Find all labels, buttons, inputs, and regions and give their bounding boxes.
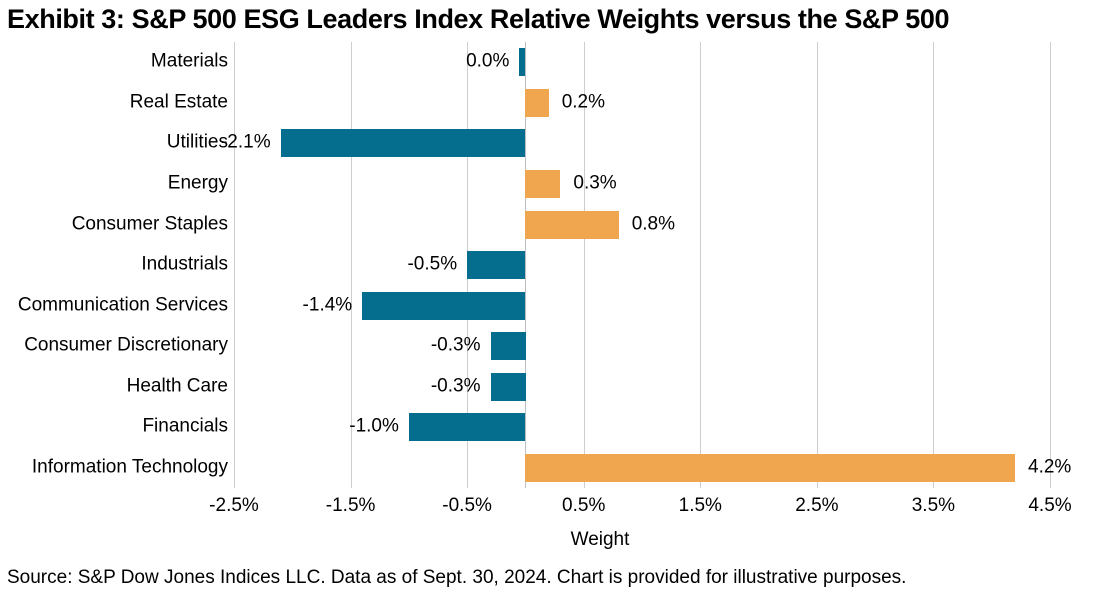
category-label: Real Estate <box>129 91 228 113</box>
gridline <box>350 42 352 488</box>
bar <box>525 88 549 117</box>
bar <box>525 453 1015 482</box>
category-label: Health Care <box>126 375 228 397</box>
value-label: -1.4% <box>302 294 353 316</box>
category-label: Consumer Discretionary <box>24 334 228 356</box>
category-label: Utilities <box>166 131 228 153</box>
chart-title: Exhibit 3: S&P 500 ESG Leaders Index Rel… <box>7 4 950 34</box>
category-label: Consumer Staples <box>71 213 228 235</box>
value-label: 4.2% <box>1028 456 1072 478</box>
source-note: Source: S&P Dow Jones Indices LLC. Data … <box>7 567 907 588</box>
category-label: Financials <box>142 415 228 437</box>
x-tick-label: 3.5% <box>911 495 956 516</box>
value-label: 0.8% <box>631 213 675 235</box>
gridline <box>1050 42 1051 488</box>
category-label: Industrials <box>141 253 228 275</box>
category-label: Communication Services <box>17 294 228 316</box>
bar <box>519 48 526 77</box>
category-label: Materials <box>150 50 228 72</box>
value-label: 0.2% <box>561 91 605 113</box>
x-tick-label: -2.5% <box>209 495 259 516</box>
bar <box>467 251 526 279</box>
bar <box>490 332 526 361</box>
x-tick-label: 1.5% <box>678 495 722 516</box>
x-tick-label: -0.5% <box>442 495 492 516</box>
gridline <box>816 42 818 488</box>
category-label: Energy <box>167 172 228 194</box>
zero-axis-line <box>525 42 527 488</box>
gridline <box>933 42 935 488</box>
value-label: -0.3% <box>430 334 481 356</box>
bar <box>490 372 526 401</box>
bar <box>362 291 526 320</box>
value-label: -1.0% <box>349 415 399 437</box>
bar <box>280 129 526 158</box>
x-tick-label: 4.5% <box>1028 495 1072 516</box>
gridline <box>700 42 702 488</box>
gridline <box>583 42 585 488</box>
bar <box>408 413 526 442</box>
bar <box>525 169 561 198</box>
value-label: -0.5% <box>407 253 458 275</box>
value-label: -0.3% <box>430 375 481 397</box>
x-tick-label: 2.5% <box>795 495 839 516</box>
value-label: 0.3% <box>573 172 617 194</box>
x-tick-label: 0.5% <box>562 495 606 516</box>
value-label: 0.0% <box>466 50 510 72</box>
x-axis-title: Weight <box>570 529 630 550</box>
gridline <box>234 42 235 488</box>
bar <box>525 210 619 239</box>
category-label: Information Technology <box>31 456 228 478</box>
x-tick-label: -1.5% <box>325 495 376 516</box>
value-label: -2.1% <box>220 131 271 153</box>
